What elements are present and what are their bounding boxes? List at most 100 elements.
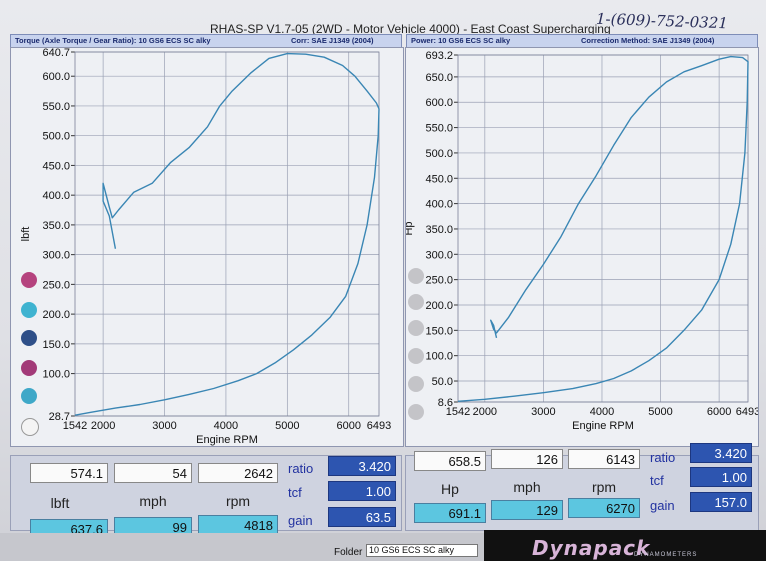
series-swatch-r2[interactable] <box>408 294 424 310</box>
series-swatch-r1[interactable] <box>408 268 424 284</box>
right-unit-mph: mph <box>513 479 541 495</box>
folder-field[interactable]: 10 GS6 ECS SC alky <box>366 544 478 557</box>
torque-header: Torque (Axle Torque / Gear Ratio): 10 GS… <box>10 34 402 48</box>
y-tick-label: 100.0 <box>425 351 453 363</box>
y-tick-label: 300.0 <box>425 249 453 261</box>
left-unit-mph: mph <box>139 493 167 509</box>
y-tick-label: 600.0 <box>425 97 453 109</box>
left-unit-lbft: lbft <box>50 495 70 511</box>
y-tick-label: 650.0 <box>425 72 453 84</box>
x-tick-label: 2000 <box>91 420 115 432</box>
y-axis-label: lbft <box>20 227 32 242</box>
series-swatch-6[interactable] <box>21 418 39 436</box>
x-tick-label: 2000 <box>473 406 497 418</box>
x-tick-label: 1542 <box>446 406 470 418</box>
right-row1-rpm: 6143 <box>568 449 640 469</box>
left-row1-mph: 54 <box>114 463 192 483</box>
x-tick-label: 5000 <box>648 406 672 418</box>
series-swatch-1[interactable] <box>21 272 37 288</box>
y-tick-label: 50.0 <box>432 376 453 388</box>
x-tick-label: 5000 <box>275 420 299 432</box>
series-swatch-5[interactable] <box>21 388 37 404</box>
y-tick-label: 28.7 <box>49 411 70 423</box>
y-tick-label: 600.0 <box>42 71 70 83</box>
handwritten-phone: 1-(609)-752-0321 <box>595 9 729 33</box>
series-swatch-2[interactable] <box>21 302 37 318</box>
power-header-item: Power: 10 GS6 ECS SC alky <box>411 36 511 45</box>
power-series-line <box>457 55 749 402</box>
right-tcf-value: 1.00 <box>690 467 752 487</box>
right-row2-hp: 691.1 <box>414 503 486 523</box>
left-row2-rpm: 4818 <box>198 515 278 535</box>
torque-header-item: Torque (Axle Torque / Gear Ratio): 10 GS… <box>15 36 211 45</box>
x-tick-label: 3000 <box>152 420 176 432</box>
y-tick-label: 350.0 <box>42 220 70 232</box>
x-tick-label: 3000 <box>531 406 555 418</box>
right-row2-rpm: 6270 <box>568 498 640 518</box>
folder-label: Folder <box>334 547 363 558</box>
right-tcf-label: tcf <box>650 473 664 488</box>
x-tick-label: 4000 <box>214 420 238 432</box>
plot-frame <box>457 54 749 403</box>
logo-subtitle: DYNAMOMETERS <box>634 552 698 558</box>
x-axis-label: Engine RPM <box>572 420 634 432</box>
y-tick-label: 150.0 <box>42 339 70 351</box>
right-row1-hp: 658.5 <box>414 451 486 471</box>
torque-panel: 1542 2000 3000 4000 5000 6000 6493 640.7 600.0 55… <box>10 47 404 447</box>
power-header: Power: 10 GS6 ECS SC alky Correction Met… <box>406 34 758 48</box>
x-tick-label: 6493 <box>736 406 758 418</box>
left-ratio-value: 3.420 <box>328 456 396 476</box>
x-tick-label: 4000 <box>590 406 614 418</box>
left-row1-rpm: 2642 <box>198 463 278 483</box>
y-tick-label: 100.0 <box>42 369 70 381</box>
x-axis-label: Engine RPM <box>196 434 258 446</box>
y-tick-label: 200.0 <box>42 309 70 321</box>
x-tick-label: 6000 <box>336 420 360 432</box>
left-unit-rpm: rpm <box>225 493 251 509</box>
right-row2-mph: 129 <box>491 500 563 520</box>
right-gain-value: 157.0 <box>690 492 752 512</box>
series-swatch-r4[interactable] <box>408 348 424 364</box>
y-tick-label: 8.6 <box>438 397 453 409</box>
y-tick-label: 640.7 <box>42 48 70 59</box>
right-ratio-value: 3.420 <box>690 443 752 463</box>
series-swatch-r3[interactable] <box>408 320 424 336</box>
right-gain-label: gain <box>650 498 675 513</box>
series-swatch-4[interactable] <box>21 360 37 376</box>
x-tick-label: 6493 <box>367 420 391 432</box>
y-tick-label: 150.0 <box>425 325 453 337</box>
y-tick-label: 400.0 <box>425 199 453 211</box>
dynapack-logo: Dynapack DYNAMOMETERS <box>484 530 766 561</box>
plot-frame <box>74 51 380 417</box>
x-tick-label: 1542 <box>63 420 87 432</box>
y-tick-label: 400.0 <box>42 190 70 202</box>
x-tick-label: 6000 <box>707 406 731 418</box>
right-unit-rpm: rpm <box>591 479 617 495</box>
y-tick-label: 550.0 <box>42 101 70 113</box>
power-header-correction: Correction Method: SAE J1349 (2004) <box>581 36 715 45</box>
left-row2-mph: 99 <box>114 517 192 537</box>
y-tick-label: 450.0 <box>425 173 453 185</box>
torque-series-line <box>74 52 380 416</box>
series-swatch-r5[interactable] <box>408 376 424 392</box>
y-tick-label: 200.0 <box>425 300 453 312</box>
series-swatch-3[interactable] <box>21 330 37 346</box>
right-row1-mph: 126 <box>491 449 563 469</box>
left-tcf-label: tcf <box>288 485 302 500</box>
power-panel: 1542 2000 3000 4000 5000 6000 6493 693.2 650.0 60… <box>403 47 760 447</box>
y-tick-label: 450.0 <box>42 160 70 172</box>
right-unit-hp: Hp <box>441 481 459 497</box>
y-tick-label: 300.0 <box>42 250 70 262</box>
series-swatch-r6[interactable] <box>408 404 424 420</box>
y-tick-label: 500.0 <box>42 131 70 143</box>
y-tick-label: 500.0 <box>425 148 453 160</box>
y-tick-label: 250.0 <box>42 279 70 291</box>
y-tick-label: 693.2 <box>425 50 453 62</box>
power-chart: 1542 2000 3000 4000 5000 6000 6493 693.2 650.0 60… <box>403 50 760 432</box>
logo-brand: Dynapack <box>532 536 651 560</box>
left-row1-torque: 574.1 <box>30 463 108 483</box>
y-tick-label: 250.0 <box>425 275 453 287</box>
torque-header-correction: Corr: SAE J1349 (2004) <box>291 36 374 45</box>
y-axis-label: Hp <box>406 221 415 235</box>
